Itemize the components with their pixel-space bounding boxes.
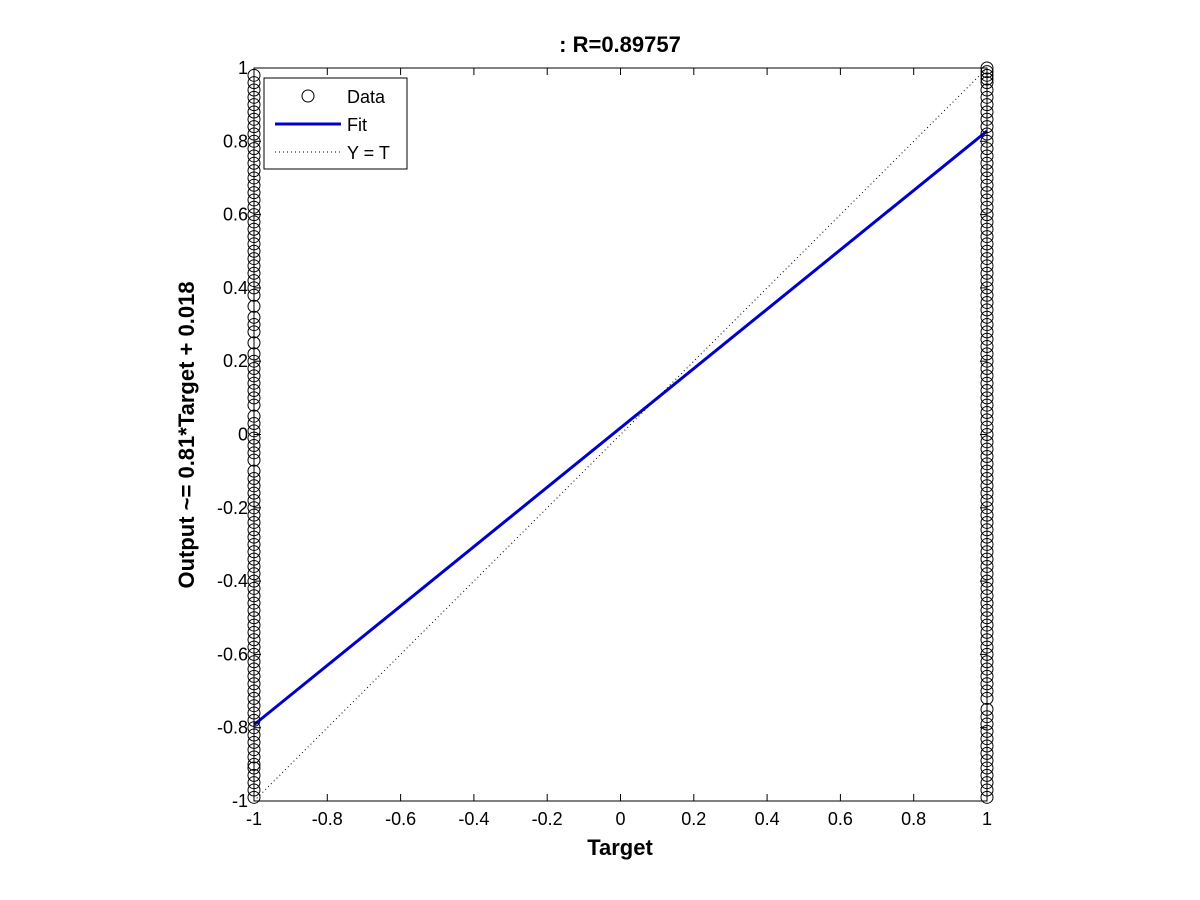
identity-line-layer — [253, 67, 988, 802]
x-tick-label: 0 — [615, 809, 625, 829]
x-tick-label: 0.6 — [828, 809, 853, 829]
y-axis-ticks: -1 -0.8 -0.6 -0.4 -0.2 0 0.2 0.4 0.6 0.8 1 — [217, 58, 987, 811]
x-tick-label: 0.8 — [901, 809, 926, 829]
legend: Data Fit Y = T — [263, 77, 408, 170]
legend-data-marker — [301, 89, 315, 103]
legend-entry-identity: Y = T — [275, 143, 390, 163]
legend-label-identity: Y = T — [347, 143, 390, 163]
x-axis-ticks: -1 -0.8 -0.6 -0.4 -0.2 0 0.2 0.4 0.6 0.8 1 — [246, 68, 992, 829]
y-axis-label: Output ~= 0.81*Target + 0.018 — [174, 281, 199, 588]
x-tick-label: 0.4 — [755, 809, 780, 829]
x-tick-label: -1 — [246, 809, 262, 829]
y-tick-label: 1 — [238, 58, 248, 78]
y-tick-label: 0.2 — [223, 351, 248, 371]
x-tick-label: -0.6 — [385, 809, 416, 829]
x-axis-label: Target — [587, 835, 653, 860]
chart-title: : R=0.89757 — [559, 32, 681, 57]
y-tick-label: 0.6 — [223, 205, 248, 225]
x-tick-label: 0.2 — [681, 809, 706, 829]
legend-entry-fit: Fit — [275, 115, 367, 135]
y-tick-label: -0.4 — [217, 571, 248, 591]
y-tick-label: 0 — [238, 425, 248, 445]
legend-entry-data: Data — [301, 87, 386, 107]
legend-label-data: Data — [347, 87, 386, 107]
y-tick-label: -0.8 — [217, 718, 248, 738]
fit-line-layer — [253, 129, 988, 726]
x-tick-label: -0.4 — [458, 809, 489, 829]
y-tick-label: 0.8 — [223, 131, 248, 151]
y-tick-label: -0.6 — [217, 644, 248, 664]
legend-label-fit: Fit — [347, 115, 367, 135]
fit-line — [253, 129, 988, 726]
x-tick-label: 1 — [982, 809, 992, 829]
identity-line — [253, 67, 988, 802]
y-tick-label: -1 — [232, 791, 248, 811]
x-tick-label: -0.8 — [312, 809, 343, 829]
y-tick-label: -0.2 — [217, 498, 248, 518]
x-tick-label: -0.2 — [532, 809, 563, 829]
y-tick-label: 0.4 — [223, 278, 248, 298]
